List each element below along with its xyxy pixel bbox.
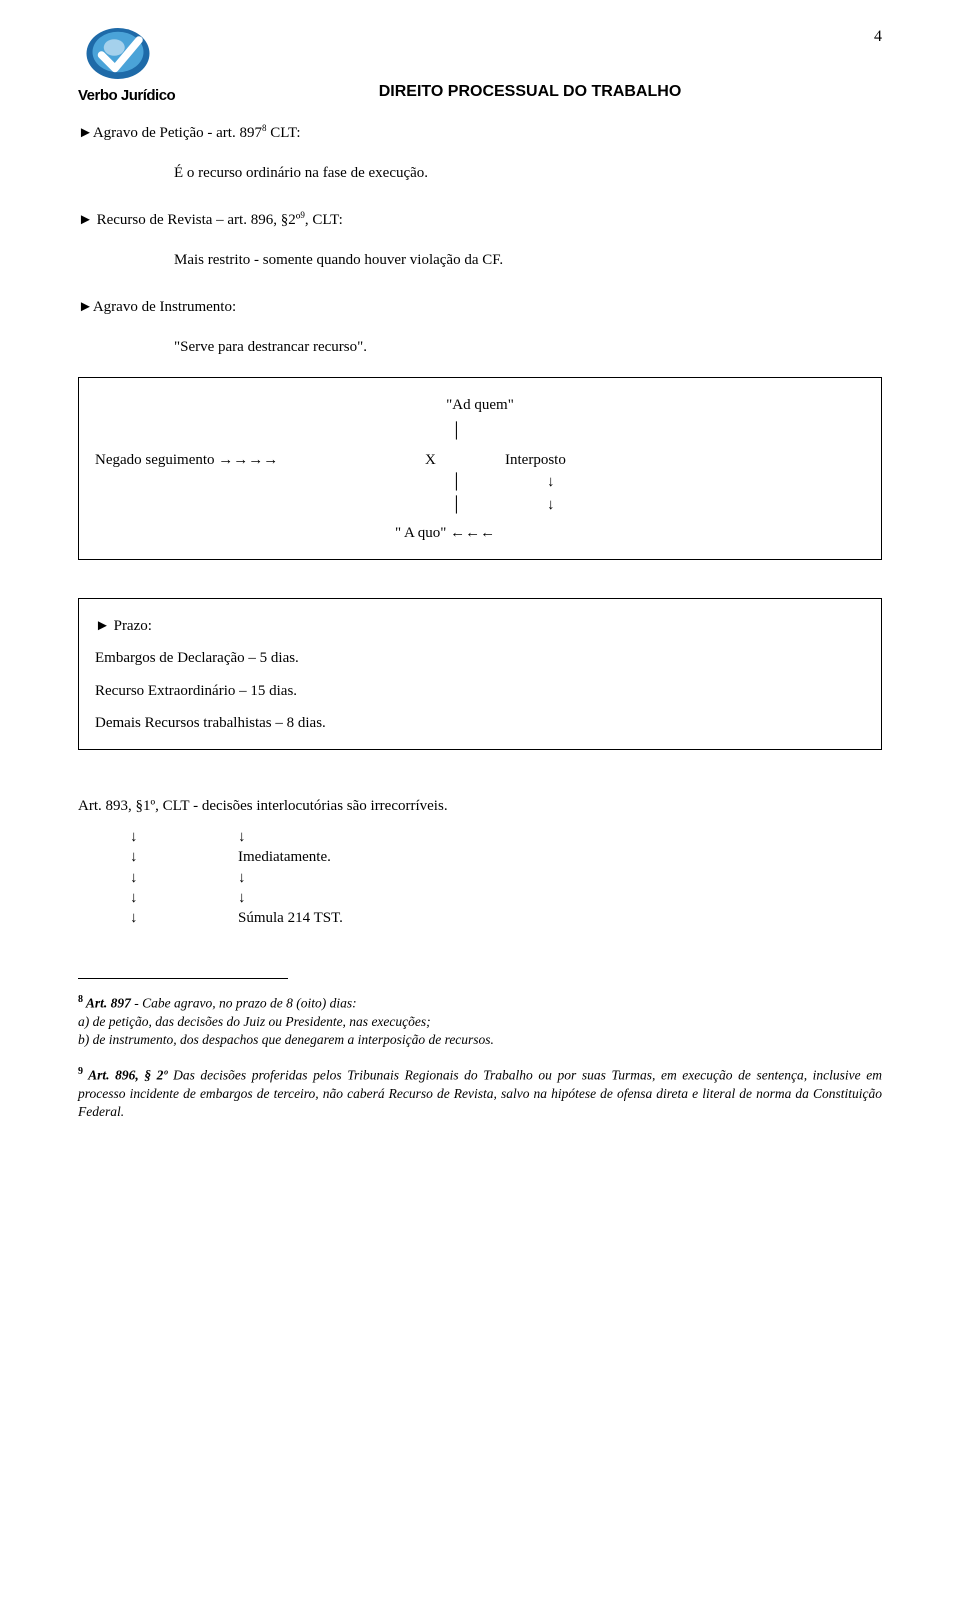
arrow-down-icon: ↓ — [78, 888, 158, 908]
footnote-label: Art. 897 — [83, 996, 131, 1011]
art-arrows-block: ↓↓ ↓Imediatamente. ↓↓ ↓↓ ↓Súmula 214 TST… — [78, 827, 882, 928]
item-agravo-peticao-desc: É o recurso ordinário na fase de execuçã… — [78, 162, 882, 185]
diagram-interposto: Interposto — [505, 449, 865, 472]
page-header: Verbo Jurídico DIREITO PROCESSUAL DO TRA… — [78, 25, 882, 108]
diagram-bar: │ — [425, 471, 505, 494]
arrow-down-icon: ↓ — [158, 888, 538, 908]
label-sumula: Súmula 214 TST. — [158, 908, 538, 928]
item-agravo-instrumento: ►Agravo de Instrumento: — [78, 296, 882, 319]
footnote-label: Art. 896, § 2º — [83, 1068, 167, 1083]
document-title: DIREITO PROCESSUAL DO TRABALHO — [228, 80, 832, 108]
arrow-down-icon: ↓ — [158, 868, 538, 888]
diagram-main-row: Negado seguimento →→→→ X Interposto — [95, 449, 865, 472]
prazo-line-3: Demais Recursos trabalhistas – 8 dias. — [95, 712, 865, 735]
content-area: ►Agravo de Petição - art. 8978 CLT: É o … — [78, 118, 882, 1122]
item-recurso-revista-desc: Mais restrito - somente quando houver vi… — [78, 249, 882, 272]
page-number: 4 — [832, 25, 882, 49]
diagram-negado: Negado seguimento →→→→ — [95, 449, 425, 472]
diagram-ad-quem: "Ad quem" — [95, 394, 865, 417]
label-imediatamente: Imediatamente. — [158, 847, 538, 867]
diagram-arrow-down: ↓ — [505, 494, 865, 517]
prazo-line-2: Recurso Extraordinário – 15 dias. — [95, 680, 865, 703]
arrow-down-icon: ↓ — [78, 868, 158, 888]
page: Verbo Jurídico DIREITO PROCESSUAL DO TRA… — [0, 0, 960, 1198]
logo-icon — [78, 25, 158, 85]
diagram-x: X — [425, 449, 505, 472]
item-tail: , CLT: — [305, 212, 343, 228]
footnote-line-b: b) de instrumento, dos despachos que den… — [78, 1032, 494, 1047]
item-recurso-revista: ► Recurso de Revista – art. 896, §2º9, C… — [78, 209, 882, 232]
item-agravo-instrumento-desc: "Serve para destrancar recurso". — [78, 336, 882, 359]
arrow-down-icon: ↓ — [78, 908, 158, 928]
prazo-heading: ► Prazo: — [95, 615, 865, 638]
diagram-bar: │ — [425, 420, 505, 443]
diagram-arrow-down: ↓ — [505, 471, 865, 494]
logo: Verbo Jurídico — [78, 25, 228, 108]
item-title: ►Agravo de Petição - art. 897 — [78, 125, 262, 141]
art-893-heading: Art. 893, §1º, CLT - decisões interlocut… — [78, 795, 882, 818]
logo-text: Verbo Jurídico — [78, 85, 175, 108]
footnote-9: 9 Art. 896, § 2º Das decisões proferidas… — [78, 1065, 882, 1121]
item-agravo-peticao: ►Agravo de Petição - art. 8978 CLT: — [78, 122, 882, 145]
diagram-bar: │ — [425, 494, 505, 517]
prazo-line-1: Embargos de Declaração – 5 dias. — [95, 647, 865, 670]
arrow-down-icon: ↓ — [78, 847, 158, 867]
diagram-a-quo-row: " A quo" ←←← — [95, 522, 865, 545]
footnote-line-a: a) de petição, das decisões do Juiz ou P… — [78, 1014, 431, 1029]
item-title: ► Recurso de Revista – art. 896, §2º — [78, 212, 300, 228]
diagram-box: "Ad quem" │ Negado seguimento →→→→ X Int… — [78, 377, 882, 560]
footnote-text: - Cabe agravo, no prazo de 8 (oito) dias… — [131, 996, 357, 1011]
footnote-8: 8 Art. 897 - Cabe agravo, no prazo de 8 … — [78, 993, 882, 1049]
diagram-a-quo: " A quo" ←←← — [395, 522, 495, 545]
footnote-separator — [78, 978, 288, 979]
footnote-text: Das decisões proferidas pelos Tribunais … — [78, 1068, 882, 1119]
arrow-down-icon: ↓ — [158, 827, 538, 847]
item-tail: CLT: — [266, 125, 300, 141]
arrow-down-icon: ↓ — [78, 827, 158, 847]
prazo-box: ► Prazo: Embargos de Declaração – 5 dias… — [78, 598, 882, 750]
